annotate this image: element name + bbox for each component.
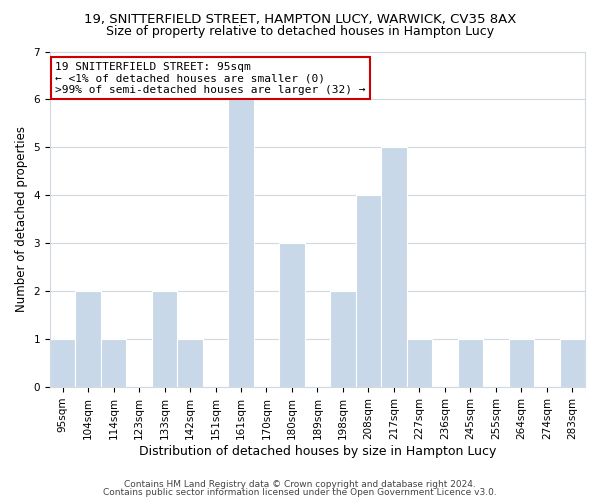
- X-axis label: Distribution of detached houses by size in Hampton Lucy: Distribution of detached houses by size …: [139, 444, 496, 458]
- Bar: [330, 291, 356, 387]
- Bar: [50, 339, 76, 387]
- Y-axis label: Number of detached properties: Number of detached properties: [15, 126, 28, 312]
- Bar: [407, 339, 432, 387]
- Bar: [101, 339, 127, 387]
- Bar: [178, 339, 203, 387]
- Bar: [279, 244, 305, 387]
- Text: Contains public sector information licensed under the Open Government Licence v3: Contains public sector information licen…: [103, 488, 497, 497]
- Bar: [560, 339, 585, 387]
- Bar: [509, 339, 534, 387]
- Text: 19, SNITTERFIELD STREET, HAMPTON LUCY, WARWICK, CV35 8AX: 19, SNITTERFIELD STREET, HAMPTON LUCY, W…: [84, 12, 516, 26]
- Text: Contains HM Land Registry data © Crown copyright and database right 2024.: Contains HM Land Registry data © Crown c…: [124, 480, 476, 489]
- Bar: [152, 291, 178, 387]
- Bar: [381, 148, 407, 387]
- Text: 19 SNITTERFIELD STREET: 95sqm
← <1% of detached houses are smaller (0)
>99% of s: 19 SNITTERFIELD STREET: 95sqm ← <1% of d…: [55, 62, 366, 95]
- Bar: [458, 339, 483, 387]
- Bar: [76, 291, 101, 387]
- Text: Size of property relative to detached houses in Hampton Lucy: Size of property relative to detached ho…: [106, 25, 494, 38]
- Bar: [228, 100, 254, 387]
- Bar: [356, 196, 381, 387]
